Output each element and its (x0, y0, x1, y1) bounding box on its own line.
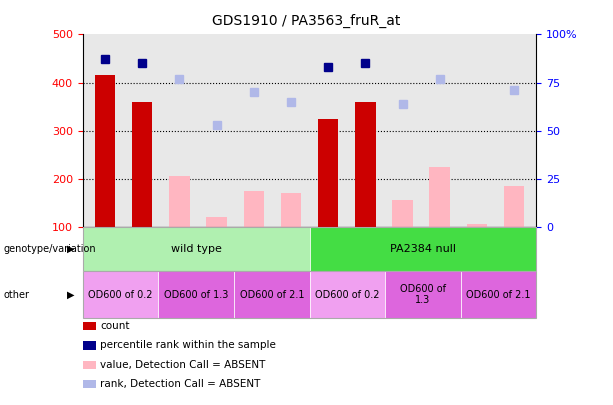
Text: other: other (3, 290, 29, 300)
Text: OD600 of 0.2: OD600 of 0.2 (88, 290, 153, 300)
Text: wild type: wild type (171, 244, 221, 254)
Text: OD600 of
1.3: OD600 of 1.3 (400, 284, 446, 305)
Text: percentile rank within the sample: percentile rank within the sample (100, 341, 276, 350)
Text: ▶: ▶ (67, 244, 74, 254)
Bar (132, 102, 153, 227)
Bar (430, 167, 450, 227)
Text: rank, Detection Call = ABSENT: rank, Detection Call = ABSENT (100, 379, 261, 389)
Bar (318, 119, 338, 227)
Bar (207, 217, 227, 227)
Bar (504, 186, 524, 227)
Text: value, Detection Call = ABSENT: value, Detection Call = ABSENT (100, 360, 265, 370)
Bar (243, 191, 264, 227)
Text: ▶: ▶ (67, 290, 74, 300)
Bar (466, 224, 487, 227)
Bar (95, 75, 115, 227)
Text: OD600 of 2.1: OD600 of 2.1 (240, 290, 304, 300)
Text: count: count (100, 321, 129, 331)
Bar (355, 102, 376, 227)
Text: genotype/variation: genotype/variation (3, 244, 96, 254)
Bar (169, 176, 189, 227)
Text: PA2384 null: PA2384 null (390, 244, 456, 254)
Bar (392, 200, 413, 227)
Text: OD600 of 0.2: OD600 of 0.2 (315, 290, 379, 300)
Bar (281, 193, 301, 227)
Text: GDS1910 / PA3563_fruR_at: GDS1910 / PA3563_fruR_at (212, 14, 401, 28)
Text: OD600 of 1.3: OD600 of 1.3 (164, 290, 229, 300)
Text: OD600 of 2.1: OD600 of 2.1 (466, 290, 531, 300)
